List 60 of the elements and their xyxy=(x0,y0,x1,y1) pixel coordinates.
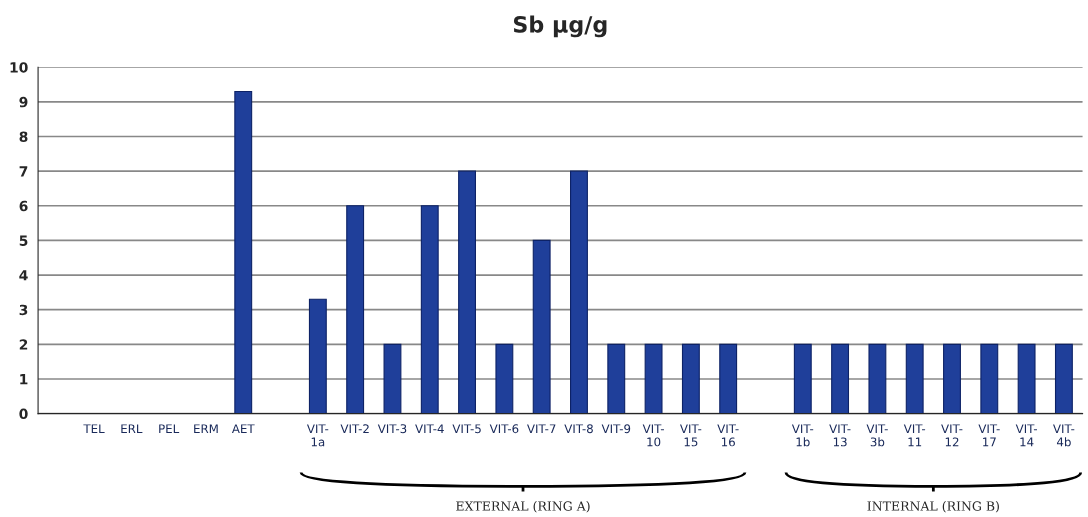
bar xyxy=(495,343,514,414)
x-tick-label: VIT-4 xyxy=(415,424,444,433)
y-tick-label: 8 xyxy=(19,131,28,142)
x-tick-label: VIT-9 xyxy=(601,424,631,434)
x-tick-label: VIT- 1b xyxy=(791,424,814,447)
bar xyxy=(346,205,365,414)
x-tick-label: AET xyxy=(231,424,255,433)
text: EXTERNAL (RING A) xyxy=(456,501,590,513)
bar xyxy=(980,343,999,414)
x-tick-label: VIT- 3b xyxy=(866,424,888,447)
x-tick-label: VIT- 10 xyxy=(642,424,664,447)
bar xyxy=(420,205,439,414)
x-tick-label: VIT- 12 xyxy=(941,424,963,447)
bar xyxy=(607,343,626,414)
x-tick-label: VIT-6 xyxy=(489,424,519,434)
bar xyxy=(234,90,253,414)
y-tick-label: 9 xyxy=(19,96,28,108)
bar xyxy=(570,170,588,414)
text: INTERNAL (RING B) xyxy=(867,501,999,513)
bar xyxy=(644,343,663,414)
y-tick-label: 1 xyxy=(20,374,28,385)
bar xyxy=(868,343,887,414)
bar xyxy=(308,298,327,414)
y-tick-label: 5 xyxy=(19,235,28,246)
y-tick-label: 0 xyxy=(19,408,28,420)
y-tick-label: 3 xyxy=(19,304,28,316)
bar xyxy=(383,343,402,414)
x-tick-label: ERM xyxy=(194,424,218,433)
bar xyxy=(905,343,924,414)
x-tick-label: VIT- 11 xyxy=(903,424,926,447)
x-tick-label: VIT- 17 xyxy=(978,424,1000,447)
x-tick-label: VIT- 1a xyxy=(306,424,329,447)
x-tick-label: PEL xyxy=(159,424,180,433)
y-tick-label: 10 xyxy=(10,62,28,73)
chart-title: Sb µg/g xyxy=(513,15,607,38)
y-tick-label: 6 xyxy=(19,200,28,212)
x-tick-label: VIT- 16 xyxy=(717,424,739,447)
x-tick-label: VIT-5 xyxy=(452,424,481,434)
x-tick-label: VIT-2 xyxy=(340,424,369,433)
bar xyxy=(532,239,551,414)
bar xyxy=(943,343,961,414)
x-tick-label: VIT- 14 xyxy=(1015,424,1038,447)
bar xyxy=(1017,343,1036,414)
x-tick-label: ERL xyxy=(121,424,143,433)
x-tick-label: VIT- 13 xyxy=(829,424,851,447)
bar xyxy=(458,170,477,414)
y-tick-label: 7 xyxy=(19,166,28,177)
x-tick-label: TEL xyxy=(83,424,105,433)
x-tick-label: VIT- 15 xyxy=(680,424,702,447)
x-tick-label: VIT-3 xyxy=(377,424,407,434)
y-tick-label: 4 xyxy=(19,270,28,281)
x-tick-label: VIT- 4b xyxy=(1053,424,1075,447)
x-tick-label: VIT-7 xyxy=(527,424,556,433)
bar xyxy=(719,343,738,414)
bar xyxy=(831,343,850,414)
bar xyxy=(793,343,812,414)
x-tick-label: VIT-8 xyxy=(564,424,593,434)
y-tick-label: 2 xyxy=(19,339,28,350)
bar xyxy=(681,343,700,414)
bar xyxy=(1054,343,1073,414)
